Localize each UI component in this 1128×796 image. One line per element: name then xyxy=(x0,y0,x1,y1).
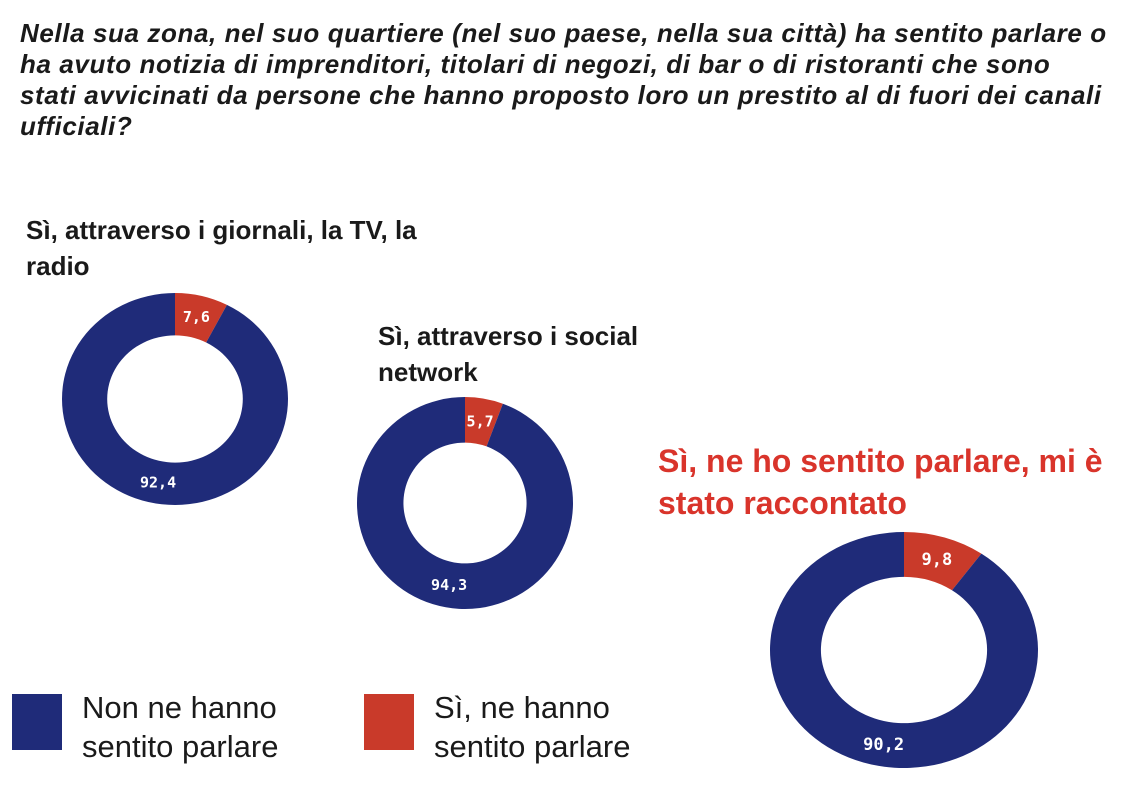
legend-item-yes: Sì, ne hanno sentito parlare xyxy=(364,688,674,766)
donut-segment-no xyxy=(356,397,573,609)
donut-segment-yes xyxy=(175,293,227,343)
donut-segment-yes xyxy=(465,397,503,447)
chart-title-social: Sì, attraverso i social network xyxy=(378,321,639,387)
chart-title-told: Sì, ne ho sentito parlare, mi è stato ra… xyxy=(658,443,1103,521)
donut-chart-social: 94,3 5,7 xyxy=(356,397,573,609)
donut-chart-told: 90,2 9,8 xyxy=(770,532,1038,768)
data-label-no: 90,2 xyxy=(863,735,904,755)
legend-label-no: Non ne hanno sentito parlare xyxy=(82,690,279,764)
data-label-yes: 9,8 xyxy=(922,550,953,570)
donut-segment-no xyxy=(61,293,288,505)
chart-title-media: Sì, attraverso i giornali, la TV, la rad… xyxy=(26,215,417,281)
data-label-no: 94,3 xyxy=(431,576,467,594)
legend-item-no: Non ne hanno sentito parlare xyxy=(12,688,322,766)
legend-label-yes: Sì, ne hanno sentito parlare xyxy=(434,690,631,764)
donut-segment-yes xyxy=(904,532,982,591)
legend-swatch-yes xyxy=(364,694,414,750)
donut-chart-media: 92,4 7,6 xyxy=(61,293,288,505)
data-label-yes: 5,7 xyxy=(467,412,494,430)
survey-question: Nella sua zona, nel suo quartiere (nel s… xyxy=(20,18,1107,141)
donut-segment-no xyxy=(770,532,1038,768)
legend-swatch-no xyxy=(12,694,62,750)
data-label-no: 92,4 xyxy=(140,474,176,492)
data-label-yes: 7,6 xyxy=(183,308,210,326)
